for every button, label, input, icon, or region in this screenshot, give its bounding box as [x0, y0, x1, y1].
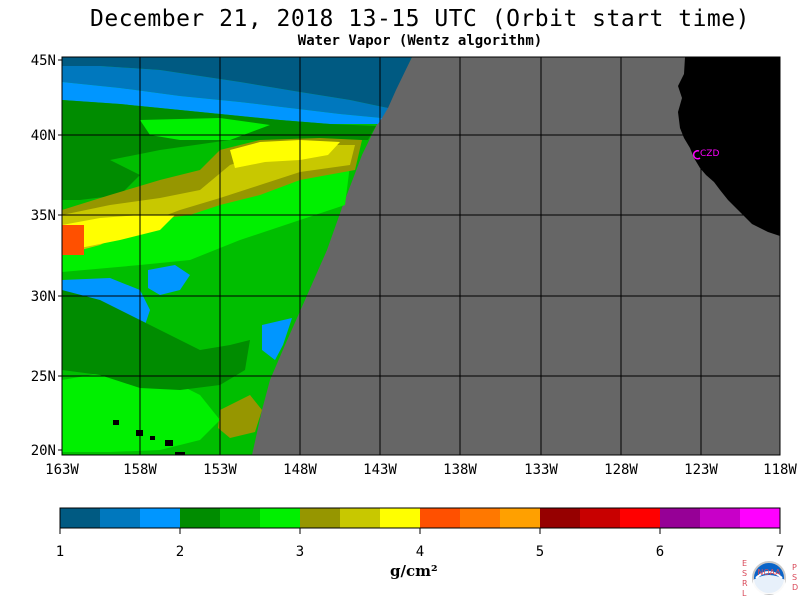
colorbar-swatch	[300, 508, 341, 528]
vapor-1-1.33	[62, 57, 412, 108]
colorbar-tick-label: 4	[416, 544, 424, 560]
lon-label: 143W	[363, 462, 397, 478]
map-frame	[61, 56, 781, 456]
lat-label: 20N	[31, 443, 56, 459]
colorbar-tick-label: 2	[176, 544, 184, 560]
logo-letter: E	[742, 559, 747, 568]
water-vapor-map: CZD	[62, 57, 780, 455]
colorbar-swatch	[220, 508, 261, 528]
colorbar-swatch	[180, 508, 221, 528]
colorbar-swatch	[420, 508, 461, 528]
vapor-2-2.33-south	[62, 290, 250, 390]
logo-right-letters: PSD	[792, 563, 798, 592]
colorbar-tick-labels: 1 2 3 4 5 6 7	[56, 528, 784, 560]
vapor-3.67-4-east	[230, 140, 340, 168]
lon-label: 148W	[283, 462, 317, 478]
colorbar-tick-label: 5	[536, 544, 544, 560]
lat-label: 35N	[31, 208, 56, 224]
lon-label: 163W	[45, 462, 79, 478]
colorbar-tick-label: 3	[296, 544, 304, 560]
lat-lon-grid	[62, 57, 780, 455]
logo-center-text: NOAA	[757, 568, 781, 577]
logo-letter: L	[742, 589, 747, 598]
colorbar-swatch	[340, 508, 381, 528]
vapor-3.33-3.67	[62, 145, 355, 255]
vapor-2.67-3-south	[62, 370, 220, 452]
colorbar-swatch	[500, 508, 541, 528]
lon-label: 128W	[604, 462, 638, 478]
colorbar-swatch	[700, 508, 741, 528]
colorbar-swatch	[380, 508, 421, 528]
colorbar-swatch	[540, 508, 581, 528]
colorbar-units: g/cm²	[390, 562, 438, 580]
colorbar-swatch	[460, 508, 501, 528]
latitude-labels: 45N 40N 35N 30N 25N 20N	[31, 53, 62, 459]
vapor-1.67-2	[62, 82, 382, 124]
colorbar-tick-label: 1	[56, 544, 64, 560]
colorbar-swatch	[740, 508, 781, 528]
map-subtitle: Water Vapor (Wentz algorithm)	[297, 33, 543, 49]
logo-letter: R	[742, 579, 748, 588]
land-california	[678, 57, 780, 236]
colorbar-tick-label: 6	[656, 544, 664, 560]
logo-letter: D	[792, 583, 798, 592]
colorbar	[59, 507, 781, 529]
longitude-labels: 163W 158W 153W 148W 143W 138W 133W 128W 123W 118W	[45, 462, 797, 478]
lat-label: 40N	[31, 128, 56, 144]
colorbar-swatch	[580, 508, 621, 528]
lon-label: 138W	[443, 462, 477, 478]
logo-letter: S	[742, 569, 747, 578]
logo-letter: S	[792, 573, 797, 582]
colorbar-swatch	[100, 508, 141, 528]
lon-label: 118W	[763, 462, 797, 478]
vapor-3.67-4-west	[62, 215, 175, 250]
station-marker: CZD	[692, 149, 719, 160]
lon-label: 153W	[203, 462, 237, 478]
vapor-2.67-3-band	[62, 165, 350, 272]
lat-label: 30N	[31, 289, 56, 305]
lat-label: 25N	[31, 369, 56, 385]
vapor-1.67-2-south-center	[148, 265, 190, 295]
vapor-2-2.33-west	[62, 160, 140, 200]
colorbar-swatch	[60, 508, 101, 528]
lat-label: 45N	[31, 53, 56, 69]
colorbar-swatch	[140, 508, 181, 528]
vapor-4-4.33	[62, 225, 84, 255]
lon-label: 123W	[684, 462, 718, 478]
station-label: CZD	[700, 149, 719, 159]
lon-label: 158W	[123, 462, 157, 478]
colorbar-swatch	[620, 508, 661, 528]
colorbar-swatch	[660, 508, 701, 528]
vapor-1.33-1.67	[62, 66, 388, 118]
map-title: December 21, 2018 13-15 UTC (Orbit start…	[90, 6, 750, 32]
lon-label: 133W	[524, 462, 558, 478]
vapor-3-3.33-south	[218, 395, 262, 438]
colorbar-swatch	[260, 508, 301, 528]
logo-letter: P	[792, 563, 797, 572]
vapor-1.67-2-south-east	[262, 318, 292, 360]
colorbar-tick-label: 7	[776, 544, 784, 560]
